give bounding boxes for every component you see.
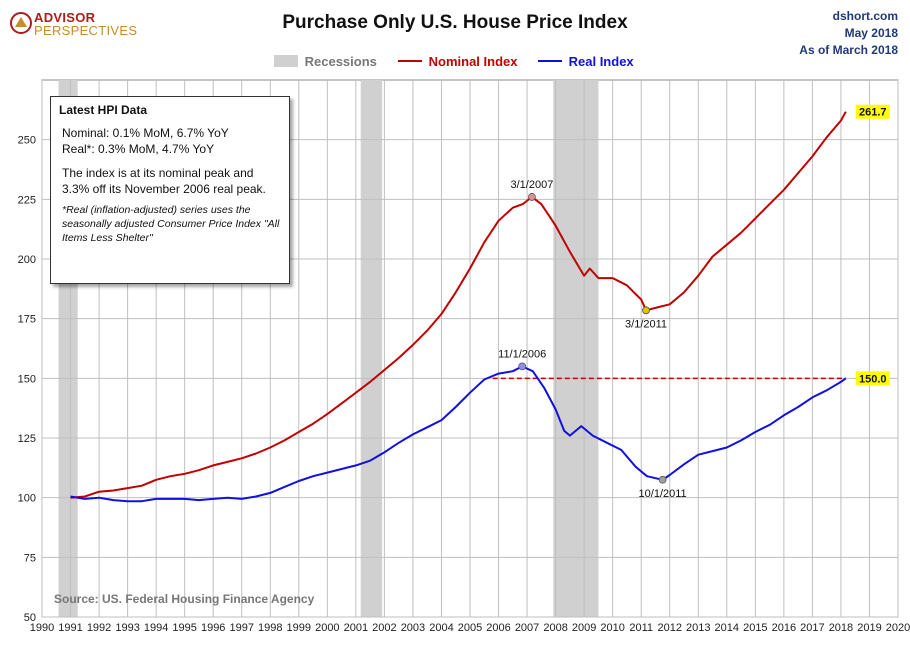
annotation-label-1: 3/1/2011 [625,318,667,330]
x-tick-label-1990: 1990 [30,622,54,634]
source-note: Source: US. Federal Housing Finance Agen… [54,592,315,606]
x-tick-label-2007: 2007 [515,622,539,634]
annotation-dot-1 [642,306,650,315]
y-tick-label-125: 125 [18,433,36,445]
callout-bg-1 [855,371,890,386]
x-tick-label-2008: 2008 [543,622,567,634]
legend-label-recessions: Recessions [304,54,377,69]
chart-title: Purchase Only U.S. House Price Index [282,12,628,33]
info-peak-text: The index is at its nominal peak and 3.3… [62,166,266,196]
y-tick-label-250: 250 [18,135,36,147]
callout-bg-0 [855,104,890,119]
y-tick-label-150: 150 [18,373,36,385]
x-tick-label-1997: 1997 [229,622,253,634]
callout-label-0: 261.7 [859,107,887,119]
x-tick-label-1992: 1992 [87,622,111,634]
callout-label-1: 150.0 [859,373,887,385]
legend-item-nominal: Nominal Index [398,54,517,69]
logo-line2: PERSPECTIVES [34,23,138,38]
legend-swatch-recessions [274,55,298,67]
x-tick-label-2012: 2012 [657,622,681,634]
legend-item-recessions: Recessions [274,54,377,69]
legend-label-nominal: Nominal Index [428,54,518,69]
annotation-dot-2 [518,362,527,371]
x-tick-label-2003: 2003 [401,622,425,634]
x-tick-label-1993: 1993 [115,622,139,634]
x-tick-label-2011: 2011 [629,622,653,634]
annotation-label-3: 10/1/2011 [639,488,687,500]
logo-line1: ADVISOR [34,10,96,25]
info-real: Real*: 0.3% MoM, 4.7% YoY [62,142,215,156]
meta-asof: As of March 2018 [799,43,898,57]
info-footnote: *Real (inflation-adjusted) series uses t… [62,204,280,244]
legend-label-real: Real Index [568,54,634,69]
x-tick-label-2010: 2010 [600,622,624,634]
x-tick-label-2020: 2020 [886,622,910,634]
y-tick-label-100: 100 [18,493,36,505]
x-tick-label-2000: 2000 [315,622,339,634]
x-tick-label-2018: 2018 [829,622,853,634]
info-nominal: Nominal: 0.1% MoM, 6.7% YoY [62,126,229,140]
recession-band-2 [553,80,599,617]
x-tick-label-1999: 1999 [287,622,311,634]
x-tick-label-2014: 2014 [715,622,739,634]
x-tick-label-2001: 2001 [344,622,368,634]
meta-site: dshort.com [832,9,898,23]
annotation-label-0: 3/1/2007 [511,179,554,191]
annotation-label-2: 11/1/2006 [498,348,546,360]
x-tick-label-2006: 2006 [486,622,510,634]
x-tick-label-2017: 2017 [800,622,824,634]
x-tick-label-2002: 2002 [372,622,396,634]
x-tick-label-1996: 1996 [201,622,225,634]
series-line-real [70,365,847,503]
y-tick-label-225: 225 [18,194,36,206]
legend-item-real: Real Index [538,54,634,69]
meta-date: May 2018 [844,26,898,40]
legend-swatch-nominal [398,60,422,62]
x-tick-label-2013: 2013 [686,622,710,634]
x-tick-label-1998: 1998 [258,622,282,634]
x-tick-label-1991: 1991 [58,622,82,634]
logo-mark-icon [10,12,32,34]
x-tick-label-2005: 2005 [458,622,482,634]
recession-band-1 [360,80,383,617]
logo: ADVISOR PERSPECTIVES [10,8,150,40]
x-tick-label-1995: 1995 [172,622,196,634]
info-box: Latest HPI Data Nominal: 0.1% MoM, 6.7% … [50,96,290,284]
x-tick-label-2004: 2004 [429,622,453,634]
info-heading: Latest HPI Data [59,103,148,117]
x-tick-label-2016: 2016 [772,622,796,634]
y-tick-label-75: 75 [24,552,36,564]
x-tick-label-2015: 2015 [743,622,767,634]
x-tick-label-1994: 1994 [144,622,168,634]
x-tick-label-2019: 2019 [857,622,881,634]
x-tick-label-2009: 2009 [572,622,596,634]
legend-swatch-real [538,60,562,62]
series-line-nominal [70,111,847,499]
meta-block: dshort.com May 2018 As of March 2018 [799,8,898,59]
annotation-dot-3 [658,475,667,484]
annotation-dot-0 [528,193,536,201]
y-tick-label-50: 50 [24,612,36,624]
y-tick-label-175: 175 [18,314,36,326]
y-tick-label-200: 200 [18,254,36,266]
